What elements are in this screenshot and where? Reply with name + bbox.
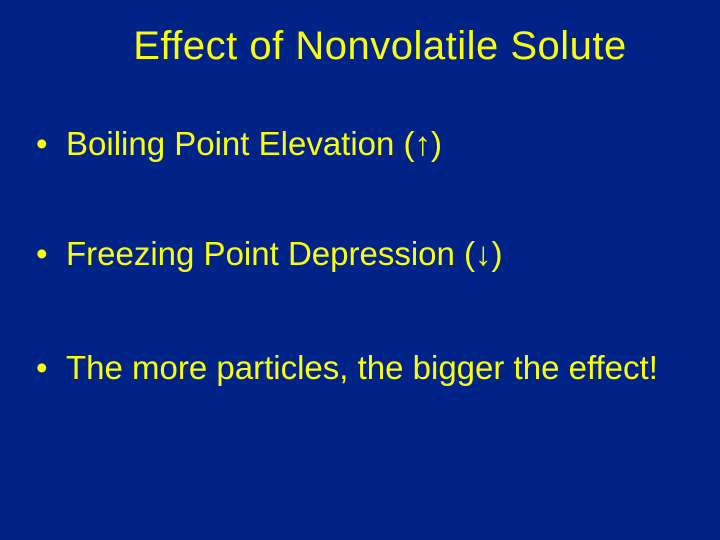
bullet-item: The more particles, the bigger the effec… <box>30 348 690 388</box>
bullet-text: Freezing Point Depression (↓) <box>66 235 503 272</box>
bullet-text: Boiling Point Elevation (↑) <box>66 125 442 162</box>
bullet-text: The more particles, the bigger the effec… <box>66 349 658 386</box>
bullet-list: Boiling Point Elevation (↑) <box>30 124 690 164</box>
slide-title: Effect of Nonvolatile Solute <box>0 24 720 69</box>
bullet-list: The more particles, the bigger the effec… <box>30 348 690 388</box>
bullet-item: Freezing Point Depression (↓) <box>30 234 690 274</box>
bullet-item: Boiling Point Elevation (↑) <box>30 124 690 164</box>
bullet-list: Freezing Point Depression (↓) <box>30 234 690 274</box>
